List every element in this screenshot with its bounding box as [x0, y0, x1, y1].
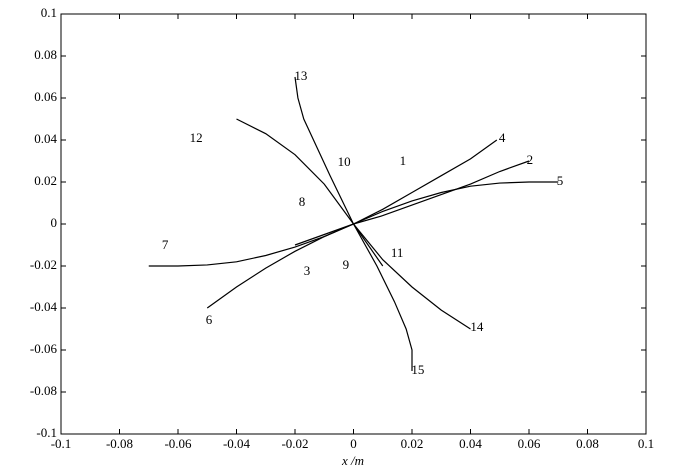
curve — [352, 223, 413, 371]
x-tick-label: -0.02 — [281, 436, 308, 451]
curve-label: 3 — [304, 263, 311, 278]
curve — [353, 181, 559, 225]
y-tick-label: -0.08 — [30, 383, 57, 398]
x-axis-label: x /m — [341, 453, 364, 468]
x-tick-label: -0.1 — [51, 436, 72, 451]
y-tick-label: 0.08 — [34, 47, 57, 62]
curve-label: 13 — [294, 68, 307, 83]
curve — [353, 223, 471, 330]
y-tick-label: -0.02 — [30, 257, 57, 272]
curve-label: 2 — [527, 152, 534, 167]
y-tick-label: -0.04 — [30, 299, 58, 314]
y-tick-label: -0.1 — [36, 425, 57, 440]
curve — [148, 223, 354, 267]
curve — [353, 160, 530, 225]
curve-label: 7 — [162, 237, 169, 252]
curve-label: 15 — [411, 362, 424, 377]
x-tick-label: 0.06 — [518, 436, 541, 451]
curve-label: 1 — [400, 153, 407, 168]
curve-label: 11 — [391, 245, 404, 260]
x-tick-label: -0.08 — [106, 436, 133, 451]
y-tick-label: 0.1 — [41, 5, 57, 20]
curve — [353, 223, 384, 267]
x-tick-label: -0.04 — [223, 436, 251, 451]
curve-label: 6 — [206, 312, 213, 327]
y-tick-label: -0.06 — [30, 341, 58, 356]
curve — [353, 139, 498, 225]
x-tick-label: 0.1 — [638, 436, 654, 451]
x-tick-label: 0.04 — [459, 436, 482, 451]
y-tick-label: 0.06 — [34, 89, 57, 104]
curve-label: 14 — [470, 319, 484, 334]
curve — [294, 223, 354, 246]
curve-label: 12 — [190, 130, 203, 145]
curve-label: 5 — [557, 173, 564, 188]
curve-label: 9 — [343, 257, 350, 272]
y-tick-label: 0.04 — [34, 131, 57, 146]
curve — [294, 76, 355, 225]
y-tick-label: 0.02 — [34, 173, 57, 188]
x-tick-label: 0 — [350, 436, 357, 451]
x-tick-label: -0.06 — [164, 436, 192, 451]
curve-label: 4 — [499, 130, 506, 145]
curve-label: 8 — [299, 194, 306, 209]
y-tick-label: 0 — [51, 215, 58, 230]
curve-label: 10 — [338, 154, 351, 169]
curve — [206, 223, 354, 309]
x-tick-label: 0.02 — [401, 436, 424, 451]
curve — [236, 118, 354, 225]
x-tick-label: 0.08 — [576, 436, 599, 451]
